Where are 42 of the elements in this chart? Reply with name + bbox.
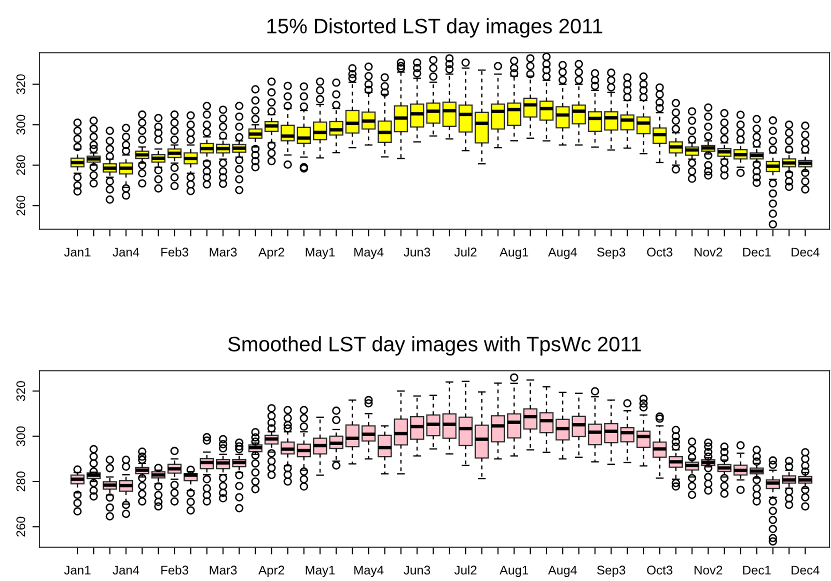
x-tick-label: Jul2 xyxy=(454,565,476,575)
x-tick-label: Aug4 xyxy=(548,248,577,260)
y-tick-label: 280 xyxy=(16,472,26,492)
x-tick-label: Feb3 xyxy=(161,247,188,257)
x-tick-label: Nov2 xyxy=(694,248,722,257)
y-tick-label: 320 xyxy=(16,74,26,94)
x-tick-label: Jan1 xyxy=(64,248,90,257)
x-tick-label: Aug1 xyxy=(500,566,528,578)
y-tick-label: 300 xyxy=(16,426,26,446)
chart-title: Smoothed LST day images with TpsWc 2011 xyxy=(228,336,641,356)
x-tick-label: Oct3 xyxy=(647,248,672,257)
x-tick-label: Jan1 xyxy=(64,566,90,575)
x-tick-label: May1 xyxy=(306,566,335,578)
chart-title: 15% Distorted LST day images 2011 xyxy=(267,18,602,38)
x-tick-label: Apr2 xyxy=(258,566,284,578)
x-tick-label: Aug4 xyxy=(548,566,577,578)
x-tick-label: Nov2 xyxy=(694,566,722,575)
x-tick-label: Mar3 xyxy=(210,566,237,575)
y-tick-label: 260 xyxy=(16,196,26,216)
x-tick-label: Mar3 xyxy=(210,248,237,257)
x-tick-label: May4 xyxy=(354,248,384,260)
x-tick-label: Jun3 xyxy=(404,248,430,257)
x-tick-label: May4 xyxy=(354,566,384,578)
y-tick-label: 280 xyxy=(16,155,26,175)
x-tick-label: Dec4 xyxy=(792,566,820,575)
x-tick-label: Jul2 xyxy=(454,247,476,257)
y-tick-label: 300 xyxy=(16,114,26,135)
x-tick-label: Sep3 xyxy=(597,566,626,578)
x-tick-label: Oct3 xyxy=(647,566,672,575)
y-tick-label: 260 xyxy=(16,516,26,537)
x-tick-label: Dec1 xyxy=(743,566,771,575)
x-tick-label: May1 xyxy=(306,248,335,260)
y-tick-label: 320 xyxy=(16,381,26,401)
x-tick-label: Sep3 xyxy=(597,248,626,260)
x-tick-label: Dec4 xyxy=(792,248,820,257)
x-tick-label: Aug1 xyxy=(500,248,528,260)
x-tick-label: Jan4 xyxy=(112,566,140,575)
x-tick-label: Jan4 xyxy=(112,248,140,257)
x-tick-label: Feb3 xyxy=(161,565,188,575)
x-tick-label: Jun3 xyxy=(404,566,430,575)
x-tick-label: Dec1 xyxy=(743,248,771,257)
x-tick-label: Apr2 xyxy=(258,248,284,260)
